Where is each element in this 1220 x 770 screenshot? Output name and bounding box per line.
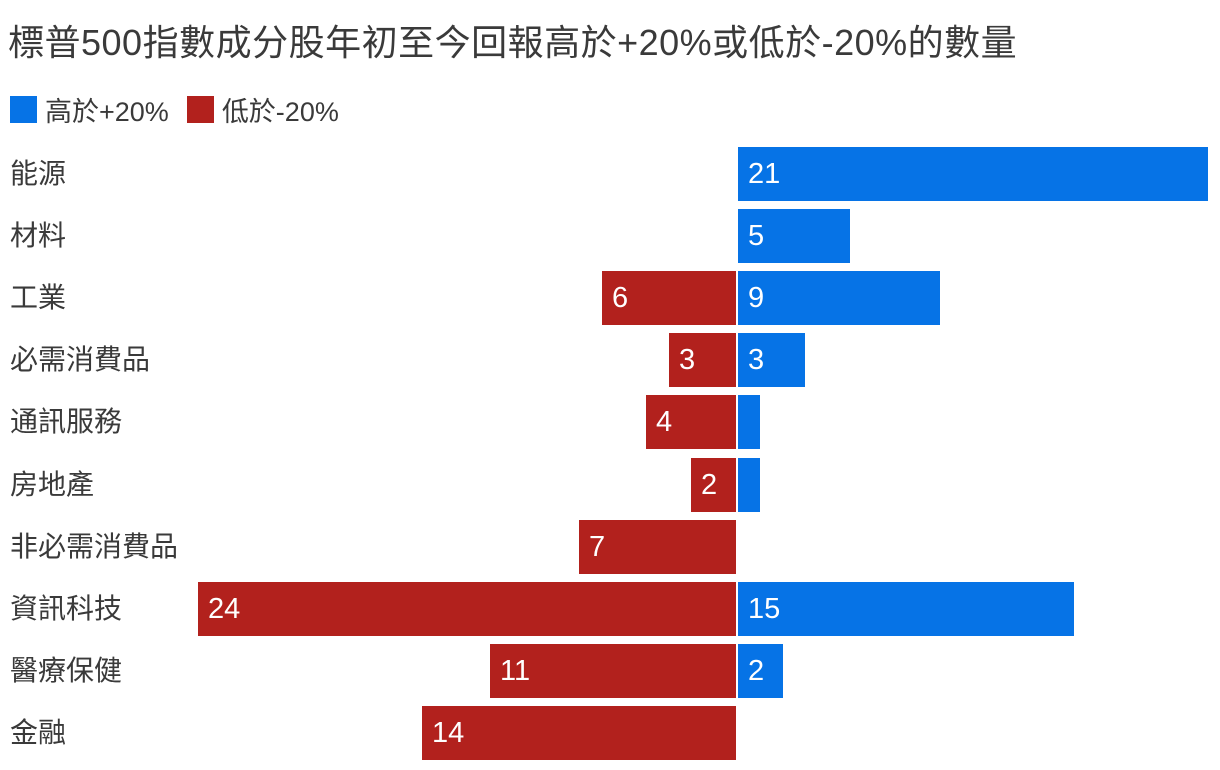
- bar-above-20: 15: [738, 582, 1074, 636]
- category-label: 必需消費品: [10, 344, 151, 375]
- bar-value-label: 11: [500, 655, 531, 687]
- bar-value-label: 4: [656, 406, 673, 438]
- category-label: 醫療保健: [10, 655, 123, 686]
- bar-value-label: 5: [748, 220, 765, 252]
- bar-value-label: 7: [589, 531, 606, 563]
- chart-title: 標普500指數成分股年初至今回報高於+20%或低於-20%的數量: [8, 22, 1018, 63]
- legend-swatch-below-icon: [186, 96, 214, 123]
- bar-value-label: 3: [679, 344, 696, 376]
- bar-value-label: 3: [748, 344, 765, 376]
- legend-swatch-above-icon: [10, 96, 37, 123]
- bar-value-label: 2: [748, 655, 765, 687]
- category-label: 資訊科技: [10, 593, 123, 624]
- bar-below-20: 14: [422, 706, 736, 760]
- legend-item-above: 高於+20%: [10, 90, 169, 129]
- bar-below-20: 4: [646, 395, 736, 449]
- category-label: 金融: [10, 717, 67, 748]
- bar-above-20: 5: [738, 209, 850, 263]
- bar-above-20: 2: [738, 644, 783, 698]
- bar-below-20: 2: [691, 458, 736, 512]
- bar-above-20: 21: [738, 147, 1208, 201]
- bar-value-label: 15: [748, 593, 781, 625]
- bar-value-label: 9: [748, 282, 765, 314]
- bar-below-20: 7: [579, 520, 736, 574]
- category-label: 工業: [10, 282, 67, 313]
- category-label: 通訊服務: [10, 406, 123, 437]
- legend-label-above: 高於+20%: [45, 97, 169, 127]
- legend-item-below: 低於-20%: [186, 90, 339, 129]
- bar-above-20: 9: [738, 271, 940, 325]
- bar-value-label: 24: [208, 593, 241, 625]
- category-label: 能源: [10, 158, 67, 189]
- bar-below-20: 3: [669, 333, 736, 387]
- bar-value-label: 2: [701, 469, 718, 501]
- bar-above-20: [738, 395, 760, 449]
- legend: 高於+20% 低於-20%: [10, 90, 339, 129]
- bar-value-label: 14: [432, 717, 465, 749]
- category-label: 非必需消費品: [10, 531, 179, 562]
- legend-label-below: 低於-20%: [221, 97, 339, 127]
- bar-below-20: 24: [198, 582, 736, 636]
- bar-above-20: [738, 458, 760, 512]
- bar-below-20: 11: [490, 644, 736, 698]
- category-label: 房地產: [10, 469, 95, 500]
- category-label: 材料: [10, 220, 67, 251]
- bar-above-20: 3: [738, 333, 805, 387]
- bar-below-20: 6: [602, 271, 736, 325]
- bar-value-label: 21: [748, 158, 781, 190]
- bar-value-label: 6: [612, 282, 629, 314]
